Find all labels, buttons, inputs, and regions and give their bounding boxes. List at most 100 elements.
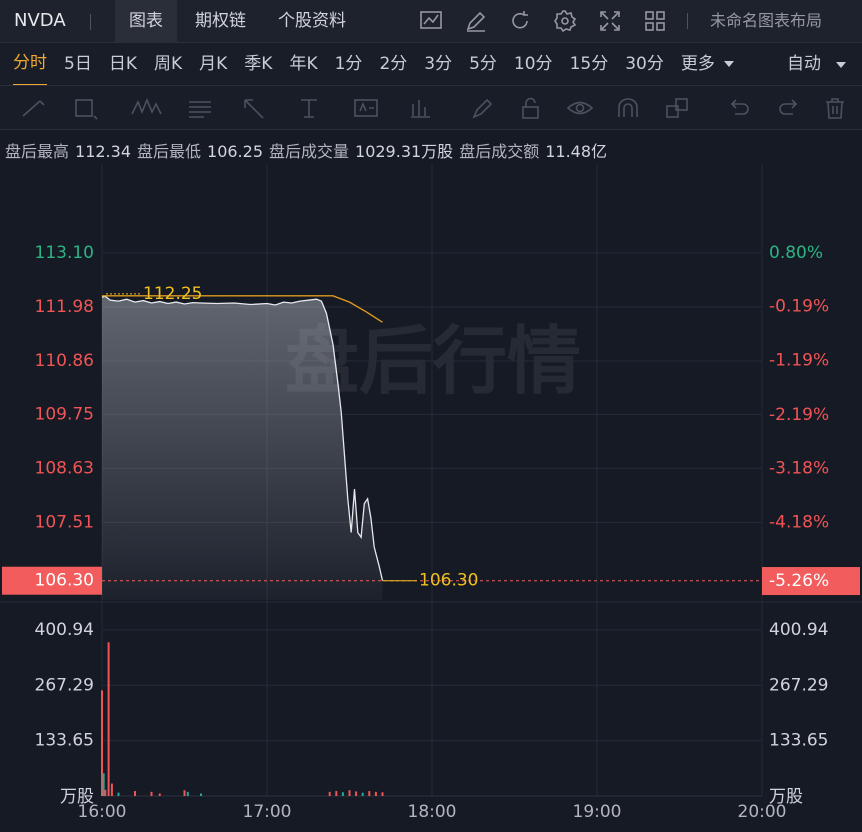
info-value: 11.48亿 xyxy=(545,142,608,161)
volume-bar xyxy=(381,792,384,796)
period[interactable]: 年K xyxy=(289,53,318,74)
tool-icon[interactable] xyxy=(241,96,271,120)
period[interactable]: 15分 xyxy=(569,53,609,74)
y2-tick-label: -3.18% xyxy=(769,458,829,478)
tab[interactable]: 期权链 xyxy=(195,11,246,31)
volume-bar xyxy=(348,790,351,796)
volume-bar xyxy=(368,791,371,796)
tool-icon[interactable] xyxy=(296,96,326,120)
period[interactable]: 季K xyxy=(244,53,273,74)
tool-icon[interactable] xyxy=(664,96,692,120)
last-price-mid-label: 106.30 xyxy=(419,571,478,591)
tool-icon[interactable] xyxy=(615,96,641,120)
period[interactable]: 5日 xyxy=(64,53,92,74)
volume-tick-label: 267.29 xyxy=(769,675,828,695)
dropdown-arrow[interactable] xyxy=(836,62,846,68)
period[interactable]: 分时 xyxy=(13,43,47,86)
settings-icon[interactable] xyxy=(553,9,577,33)
y-tick-label: 107.51 xyxy=(35,512,94,532)
volume-bar xyxy=(158,793,161,796)
period[interactable]: 更多 xyxy=(680,53,715,74)
symbol[interactable]: NVDA xyxy=(14,10,66,31)
volume-bar xyxy=(117,792,120,796)
separator xyxy=(90,14,91,30)
volume-tick-label: 133.65 xyxy=(769,731,828,751)
volume-bar xyxy=(355,791,358,796)
layout-icon[interactable] xyxy=(643,9,667,33)
price-line xyxy=(101,295,384,581)
tool-icon[interactable] xyxy=(20,96,48,120)
volume-bar xyxy=(200,793,202,796)
undo-icon[interactable] xyxy=(727,96,753,120)
volume-bar xyxy=(134,791,136,796)
draw-icon[interactable] xyxy=(464,9,488,33)
volume-bar xyxy=(361,792,364,796)
volume-unit: 万股 xyxy=(60,787,94,807)
info-label: 盘后最高 xyxy=(5,142,70,161)
tool-icon[interactable] xyxy=(186,96,216,120)
volume-bar xyxy=(328,791,331,796)
volume-unit: 万股 xyxy=(769,787,803,807)
tool-icon[interactable] xyxy=(518,96,544,120)
y2-tick-label: -0.19% xyxy=(769,296,829,316)
tool-icon[interactable] xyxy=(566,96,594,120)
scale-mode[interactable]: 自动 xyxy=(787,53,821,74)
y2-tick-label: 0.80% xyxy=(769,243,823,263)
price-area xyxy=(102,296,383,600)
period[interactable]: 5分 xyxy=(469,53,497,74)
x-tick-label: 18:00 xyxy=(408,802,457,822)
volume-bar xyxy=(110,783,113,796)
tab[interactable]: 个股资料 xyxy=(278,11,346,31)
y2-tick-label: -2.19% xyxy=(769,405,829,425)
y-tick-label: 108.63 xyxy=(35,458,94,478)
info-value: 1029.31万股 xyxy=(355,142,454,161)
period[interactable]: 1分 xyxy=(334,53,363,74)
period[interactable]: 3分 xyxy=(424,53,453,74)
volume-bar xyxy=(183,790,186,796)
volume-tick-label: 400.94 xyxy=(35,620,94,640)
fullscreen-icon[interactable] xyxy=(598,9,622,33)
y2-tick-label: -1.19% xyxy=(769,351,829,371)
volume-tick-label: 400.94 xyxy=(769,620,828,640)
separator xyxy=(687,13,688,29)
volume-bar xyxy=(102,773,105,796)
tool-icon[interactable] xyxy=(130,96,164,120)
tool-icon[interactable] xyxy=(72,96,100,120)
period[interactable]: 日K xyxy=(108,53,137,74)
volume-bar xyxy=(104,789,107,796)
tool-icon[interactable] xyxy=(470,96,496,120)
info-value: 106.25 xyxy=(207,142,263,161)
redo-icon[interactable] xyxy=(775,96,801,120)
layout-name[interactable]: 未命名图表布局 xyxy=(710,11,823,30)
x-tick-label: 17:00 xyxy=(243,802,292,822)
volume-bar xyxy=(335,791,338,796)
volume-bar xyxy=(186,791,189,796)
y-tick-label: 111.98 xyxy=(35,297,94,317)
info-line: 盘后最高 112.34 盘后最低 106.25 盘后成交量 1029.31万股 盘后成交额 1… xyxy=(0,138,862,164)
refresh-icon[interactable] xyxy=(508,9,532,33)
period[interactable]: 10分 xyxy=(513,53,553,74)
info-label: 盘后成交额 xyxy=(459,142,540,161)
indicator-icon[interactable] xyxy=(419,9,443,33)
tool-icon[interactable] xyxy=(408,96,434,120)
drawing-toolbar xyxy=(0,85,862,130)
period[interactable]: 月K xyxy=(199,53,228,74)
tab[interactable]: 图表 xyxy=(115,0,177,42)
tool-icon[interactable] xyxy=(352,96,382,120)
info-label: 盘后成交量 xyxy=(269,142,350,161)
volume-bar xyxy=(107,642,110,796)
period[interactable]: 周K xyxy=(153,53,183,74)
delete-icon[interactable] xyxy=(822,96,848,120)
volume-bar xyxy=(101,690,103,796)
last-change-box xyxy=(762,567,860,596)
period[interactable]: 2分 xyxy=(379,53,408,74)
info-value: 112.34 xyxy=(75,142,131,161)
average-line xyxy=(102,295,383,323)
top-bar: NVDA 图表 期权链 个股资料 未命名图表布局 xyxy=(0,0,862,42)
period[interactable]: 30分 xyxy=(625,53,664,74)
dropdown-arrow[interactable] xyxy=(723,61,734,67)
volume-bar xyxy=(150,791,153,796)
y-tick-label: 113.10 xyxy=(35,243,94,263)
